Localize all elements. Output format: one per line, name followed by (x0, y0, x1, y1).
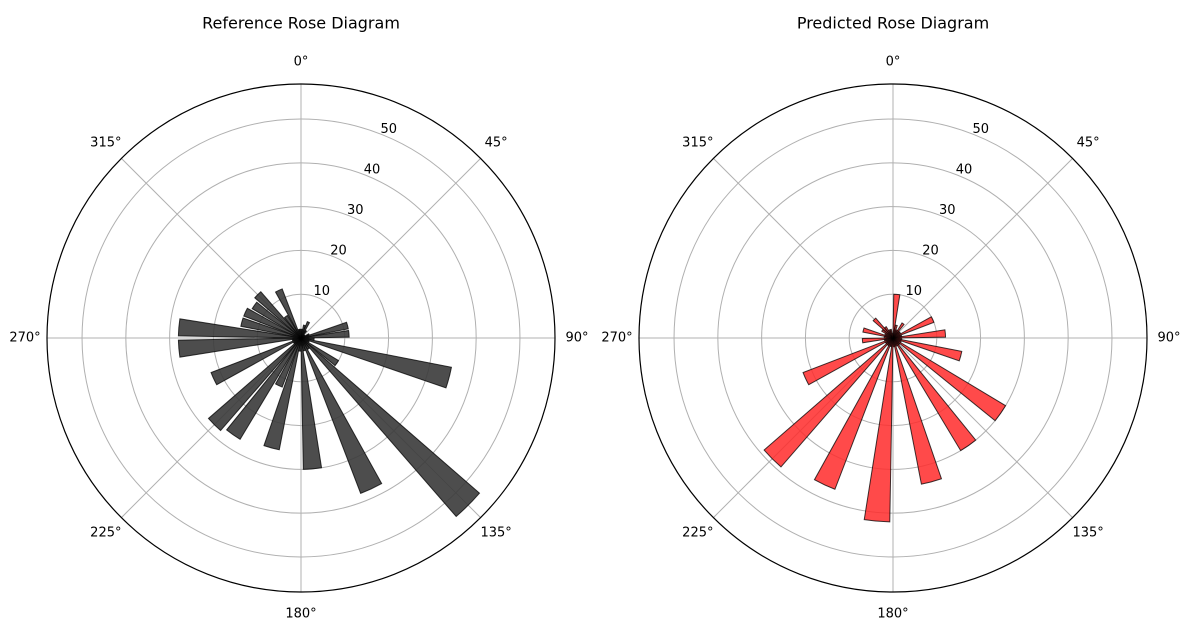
rose-bar (872, 317, 894, 339)
rose-bar (210, 337, 302, 386)
rose-bar (274, 288, 302, 339)
r-tick-label: 30 (347, 203, 364, 218)
theta-tick-label: 0° (886, 55, 901, 70)
rose-chart-2: Predicted Rose Diagram 10 20 30 40 50 0° 45° 90°… (601, 14, 1180, 622)
rose-bar (892, 337, 977, 452)
angular-gridline (892, 337, 1073, 518)
rose-bar (892, 337, 1007, 422)
rose-bar (892, 329, 947, 339)
rose-bar (300, 337, 323, 470)
theta-tick-label: 90° (1157, 331, 1180, 346)
rose-bar (300, 337, 453, 389)
theta-tick-label: 0° (294, 55, 309, 70)
theta-tick-label: 315° (682, 135, 713, 150)
rose-bar (892, 337, 963, 362)
rose-bar (177, 337, 302, 358)
polar-frame (638, 83, 1148, 593)
r-tick-label: 50 (973, 122, 990, 137)
rose-bar (254, 291, 302, 339)
rose-bar (892, 337, 943, 485)
rose-bar (300, 329, 350, 339)
theta-tick-label: 45° (1077, 135, 1100, 150)
theta-tick-label: 180° (877, 607, 908, 622)
rose-bar (891, 333, 894, 339)
theta-tick-label: 225° (682, 526, 713, 541)
angular-gridline (892, 158, 1073, 339)
rose-bar (240, 317, 302, 339)
rose-bar (300, 337, 340, 367)
rose-bar (802, 337, 894, 386)
theta-tick-label: 135° (480, 526, 511, 541)
rose-bar (763, 337, 894, 468)
rose-chart-1: Reference Rose Diagram 10 20 30 40 50 0° 45° 90°… (9, 14, 588, 622)
theta-tick-label: 270° (601, 331, 632, 346)
r-tick-label: 40 (364, 163, 381, 178)
r-tick-label: 50 (381, 122, 398, 137)
angular-gridline (713, 158, 894, 339)
r-tick-label: 20 (922, 244, 939, 259)
rose-bar (299, 328, 302, 339)
rose-bar (177, 318, 302, 339)
r-tick-label: 10 (905, 284, 922, 299)
rose-bar (300, 321, 349, 339)
theta-tick-label: 315° (90, 135, 121, 150)
theta-tick-label: 45° (485, 135, 508, 150)
rose-bar (300, 337, 481, 518)
theta-tick-label: 180° (285, 607, 316, 622)
rose-bar (300, 337, 383, 495)
theta-tick-label: 225° (90, 526, 121, 541)
theta-tick-label: 90° (565, 331, 588, 346)
chart-title: Predicted Rose Diagram (797, 14, 989, 33)
theta-tick-label: 135° (1072, 526, 1103, 541)
polar-frame (46, 83, 556, 593)
rose-bar (813, 337, 894, 490)
rose-bar (861, 337, 894, 344)
rose-bar (283, 314, 302, 339)
rose-bar (863, 337, 894, 523)
angular-gridline (300, 158, 481, 339)
rose-bar (274, 337, 302, 388)
r-tick-label: 10 (313, 284, 330, 299)
r-tick-label: 30 (939, 203, 956, 218)
rose-bar (207, 337, 302, 432)
rose-bar (243, 307, 302, 339)
r-tick-label: 40 (956, 163, 973, 178)
rose-bar (263, 337, 302, 451)
r-tick-label: 20 (330, 244, 347, 259)
rose-bar (251, 301, 302, 339)
theta-tick-label: 270° (9, 331, 40, 346)
rose-bar (892, 316, 935, 339)
rose-bar (225, 337, 302, 441)
chart-title: Reference Rose Diagram (202, 14, 400, 33)
